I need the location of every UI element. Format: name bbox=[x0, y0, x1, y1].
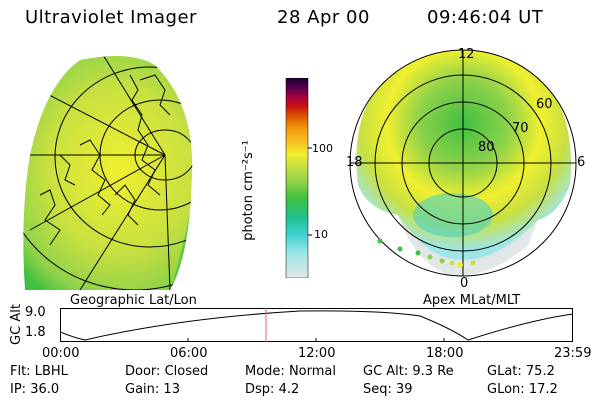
status-glon: GLon: 17.2 bbox=[487, 382, 558, 397]
status-door: Door: Closed bbox=[125, 364, 209, 379]
instrument-title: Ultraviolet Imager bbox=[25, 7, 197, 28]
altitude-xtick-3: 18:00 bbox=[426, 346, 464, 361]
colorbar-tick-10: 10 bbox=[314, 228, 328, 241]
status-glat: GLat: 75.2 bbox=[487, 364, 555, 379]
altitude-ylabel: GC Alt bbox=[8, 304, 24, 345]
lat-label-70: 70 bbox=[512, 121, 529, 136]
geographic-image bbox=[23, 56, 193, 290]
altitude-xtick-4: 23:59 bbox=[554, 346, 592, 361]
date-label: 28 Apr 00 bbox=[277, 7, 370, 28]
polar-caption: Apex MLat/MLT bbox=[423, 293, 521, 308]
mlt-label-12: 12 bbox=[458, 47, 475, 62]
geographic-caption: Geographic Lat/Lon bbox=[70, 293, 197, 308]
altitude-xtick-0: 00:00 bbox=[42, 346, 80, 361]
status-gain: Gain: 13 bbox=[125, 382, 180, 397]
mlt-label-18: 18 bbox=[346, 155, 363, 170]
colorbar-unit-label: photon cm⁻²s⁻¹ bbox=[240, 140, 256, 241]
status-seq: Seq: 39 bbox=[363, 382, 413, 397]
time-label: 09:46:04 UT bbox=[427, 7, 544, 28]
altitude-ytick-high: 9.0 bbox=[25, 305, 46, 320]
lat-label-80: 80 bbox=[478, 140, 495, 155]
status-flt: Flt: LBHL bbox=[10, 364, 68, 379]
lat-label-60: 60 bbox=[536, 97, 553, 112]
polar-plot bbox=[349, 49, 577, 277]
status-mode: Mode: Normal bbox=[245, 364, 336, 379]
status-gc-alt: GC Alt: 9.3 Re bbox=[363, 364, 454, 379]
mlt-label-6: 6 bbox=[577, 155, 586, 170]
status-dsp: Dsp: 4.2 bbox=[245, 382, 300, 397]
mlt-label-0: 0 bbox=[460, 276, 469, 291]
altitude-xtick-1: 06:00 bbox=[170, 346, 208, 361]
altitude-xtick-2: 12:00 bbox=[298, 346, 336, 361]
altitude-plot bbox=[60, 308, 574, 342]
altitude-ytick-low: 1.8 bbox=[25, 325, 46, 340]
status-ip: IP: 36.0 bbox=[10, 382, 60, 397]
colorbar bbox=[285, 78, 312, 278]
colorbar-tick-100: 100 bbox=[312, 142, 333, 155]
